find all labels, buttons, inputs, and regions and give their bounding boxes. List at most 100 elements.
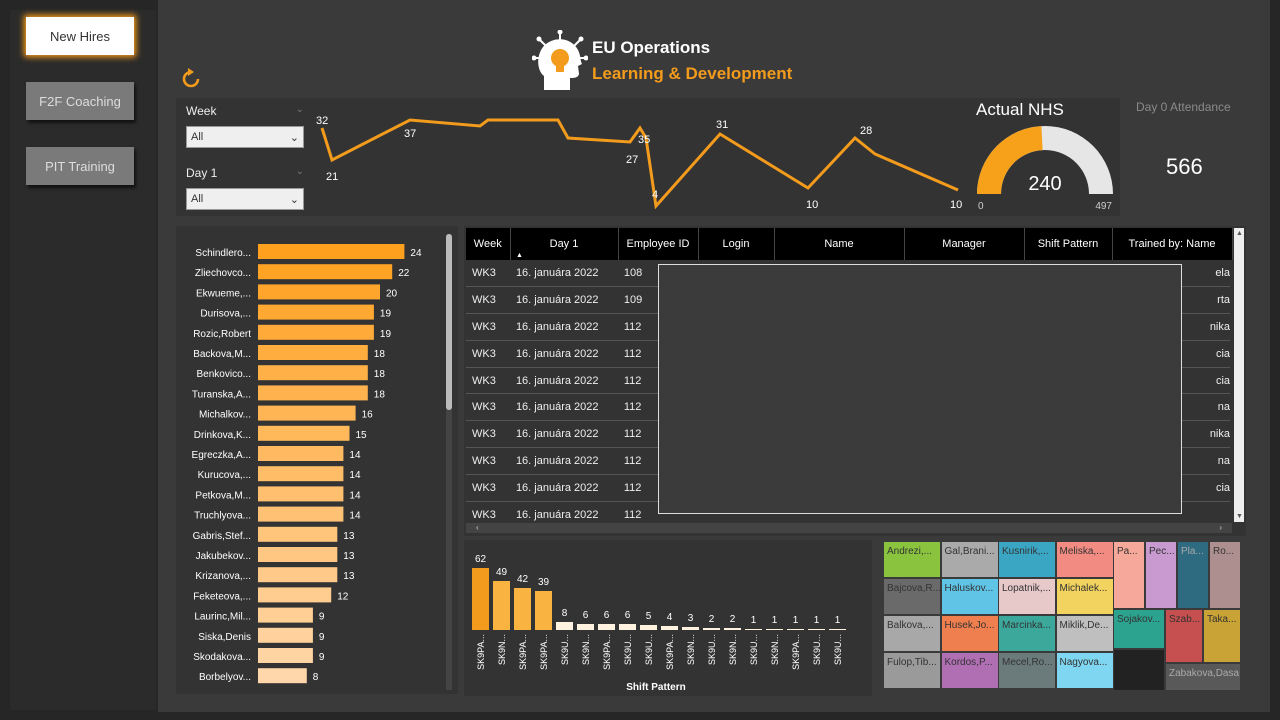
column[interactable]: [493, 581, 510, 630]
col-name[interactable]: Name: [774, 228, 905, 260]
sort-asc-icon[interactable]: ▲: [516, 252, 523, 259]
treemap-cell[interactable]: Sojakov...: [1114, 610, 1164, 648]
bar[interactable]: [258, 547, 338, 562]
bar[interactable]: [258, 385, 368, 401]
treemap-cell[interactable]: Michalek...: [1056, 579, 1113, 614]
refresh-icon[interactable]: [178, 66, 204, 92]
bar[interactable]: [258, 526, 338, 542]
column[interactable]: [556, 622, 573, 630]
column[interactable]: [577, 624, 594, 630]
dashboard-canvas: EU Operations Learning & Development Wee…: [158, 0, 1270, 712]
scroll-right-icon[interactable]: ›: [1219, 523, 1222, 532]
treemap-cell[interactable]: [1114, 650, 1164, 690]
column-value-label: 6: [583, 610, 589, 621]
scroll-up-icon[interactable]: ▲: [1236, 230, 1243, 237]
scroll-left-icon[interactable]: ‹: [476, 523, 479, 532]
treemap-cell[interactable]: Bajcova,R...: [884, 579, 940, 614]
day1-dropdown[interactable]: All ⌄: [186, 188, 304, 210]
treemap-cell[interactable]: Fulop,Tib...: [884, 653, 940, 688]
pit-training-button[interactable]: PIT Training: [26, 147, 134, 185]
treemap-cell[interactable]: Kusnirik,...: [999, 542, 1055, 577]
bar[interactable]: [258, 425, 350, 441]
column[interactable]: [514, 588, 531, 630]
column[interactable]: [640, 625, 657, 630]
col-week[interactable]: Week: [466, 228, 511, 260]
treemap-cell[interactable]: Meliska,...: [1056, 542, 1113, 577]
bar[interactable]: [258, 405, 356, 421]
col-shift-pattern[interactable]: Shift Pattern: [1024, 228, 1113, 260]
column[interactable]: [766, 629, 783, 630]
scrollbar-thumb[interactable]: [446, 234, 452, 410]
chevron-down-icon[interactable]: ⌄: [295, 104, 304, 115]
bar[interactable]: [258, 607, 313, 623]
treemap-cell[interactable]: Pa...: [1114, 542, 1144, 608]
treemap-cell[interactable]: Pla...: [1178, 542, 1208, 608]
col-login[interactable]: Login: [698, 228, 775, 260]
treemap-cell[interactable]: Szab...: [1166, 610, 1202, 662]
scroll-down-icon[interactable]: ▼: [1236, 513, 1243, 520]
week-dropdown[interactable]: All ⌄: [186, 126, 304, 148]
treemap-cell[interactable]: Miklik,De...: [1056, 616, 1113, 651]
f2f-coaching-button[interactable]: F2F Coaching: [26, 82, 134, 120]
treemap-cell[interactable]: Marcinka...: [999, 616, 1055, 651]
treemap-cell[interactable]: Balkova,...: [884, 616, 940, 651]
bar[interactable]: [258, 264, 393, 280]
bar[interactable]: [258, 668, 307, 684]
col-employee-id[interactable]: Employee ID: [618, 228, 699, 260]
week-slicer: Week ⌄ All ⌄: [186, 104, 304, 148]
treemap-cell[interactable]: Nagyova...: [1056, 653, 1113, 688]
column[interactable]: [703, 628, 720, 630]
treemap-cell[interactable]: Gal,Brani...: [941, 542, 998, 577]
bar[interactable]: [258, 365, 368, 381]
bar[interactable]: [258, 284, 380, 300]
bar[interactable]: [258, 466, 344, 482]
column[interactable]: [724, 628, 741, 630]
table-cell: WK3: [466, 260, 510, 288]
treemap-cell[interactable]: Haluskov...: [941, 579, 998, 614]
bar[interactable]: [258, 345, 368, 360]
treemap-cell[interactable]: Ro...: [1210, 542, 1240, 608]
col-trained-by[interactable]: Trained by: Name: [1112, 228, 1233, 260]
bar[interactable]: [258, 244, 405, 259]
col-day1[interactable]: Day 1: [510, 228, 619, 260]
new-hires-button[interactable]: New Hires: [26, 17, 134, 55]
column[interactable]: [808, 629, 825, 630]
treemap-cell[interactable]: Andrezi,...: [884, 542, 940, 577]
bar[interactable]: [258, 627, 313, 643]
treemap-cell[interactable]: Lopatnik,...: [999, 579, 1055, 614]
col-manager[interactable]: Manager: [904, 228, 1025, 260]
column[interactable]: [472, 568, 489, 630]
bar[interactable]: [258, 587, 332, 603]
column[interactable]: [787, 629, 804, 630]
column[interactable]: [619, 624, 636, 630]
treemap-cell[interactable]: Pec...: [1146, 542, 1176, 608]
vertical-scrollbar[interactable]: ▲ ▼: [1234, 228, 1244, 522]
bar[interactable]: [258, 648, 313, 663]
column[interactable]: [661, 626, 678, 630]
treemap-cell[interactable]: Husek,Jo...: [941, 616, 998, 651]
bar[interactable]: [258, 304, 374, 320]
scrollbar[interactable]: [446, 234, 452, 690]
horizontal-scrollbar[interactable]: ‹ ›: [466, 523, 1232, 533]
bar-label: Siska,Denis: [198, 632, 251, 643]
column-category-label: SK9N...: [581, 634, 591, 665]
bar[interactable]: [258, 567, 338, 583]
treemap-cell[interactable]: Kordos,P...: [941, 653, 998, 688]
column[interactable]: [598, 624, 615, 630]
bar-value-label: 9: [319, 652, 325, 663]
bar[interactable]: [258, 446, 344, 461]
column[interactable]: [745, 629, 762, 630]
treemap-cell[interactable]: Taka...: [1204, 610, 1240, 662]
column[interactable]: [829, 629, 846, 630]
treemap-cell[interactable]: Mecel,Ro...: [999, 653, 1055, 688]
shift-pattern-column-chart: 62 SK9PA... 49 SK9N... 42 SK9PA... 39 SK9PA... 8…: [464, 540, 872, 696]
bar[interactable]: [258, 324, 374, 340]
table-cell: 16. januára 2022: [509, 313, 618, 341]
treemap-cell[interactable]: Zabakova,Dasa: [1166, 664, 1240, 690]
chevron-down-icon[interactable]: ⌄: [295, 166, 304, 177]
column-category-label: SK9N...: [497, 634, 507, 665]
column[interactable]: [535, 591, 552, 630]
bar[interactable]: [258, 506, 344, 522]
column[interactable]: [682, 627, 699, 630]
bar[interactable]: [258, 486, 344, 502]
